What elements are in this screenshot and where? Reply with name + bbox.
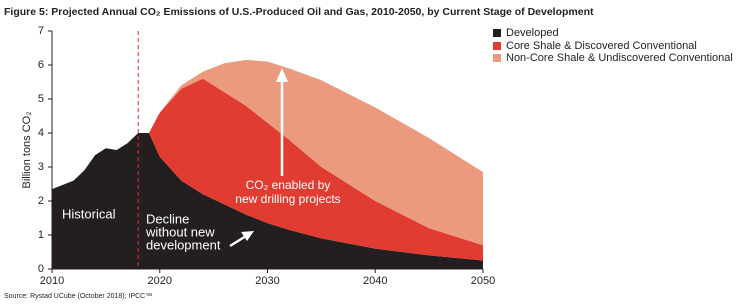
y-tick-label: 1 bbox=[38, 229, 44, 241]
area bbox=[52, 78, 483, 261]
arrow bbox=[229, 68, 288, 248]
legend-label: Non-Core Shale & Undiscovered Convention… bbox=[506, 52, 733, 64]
x-tick-label: 2010 bbox=[40, 275, 64, 287]
area bbox=[52, 133, 483, 269]
plot bbox=[52, 59, 483, 269]
legend-swatch bbox=[493, 29, 501, 37]
area bbox=[52, 59, 483, 246]
x-tick-label: 2040 bbox=[363, 275, 387, 287]
y-tick-label: 3 bbox=[38, 161, 44, 173]
x-tick-label: 2030 bbox=[255, 275, 279, 287]
annotation: development bbox=[146, 237, 221, 252]
annotation: Decline bbox=[146, 211, 189, 226]
annotation: Historical bbox=[62, 206, 116, 221]
x-tick-label: 2050 bbox=[471, 275, 495, 287]
legend-label: Developed bbox=[506, 27, 559, 39]
chart-title: Figure 5: Projected Annual CO₂ Emissions… bbox=[4, 6, 594, 18]
y-tick-label: 4 bbox=[38, 127, 44, 139]
x-tick-label: 2020 bbox=[148, 275, 172, 287]
annotation: CO₂ enabled by bbox=[246, 178, 331, 192]
y-tick-label: 7 bbox=[38, 25, 44, 37]
y-axis-label: Billion tons CO₂ bbox=[21, 111, 33, 188]
legend-label: Core Shale & Discovered Conventional bbox=[506, 40, 697, 52]
annotation: new drilling projects bbox=[235, 192, 340, 206]
legend-swatch bbox=[493, 54, 501, 62]
source: Source: Rystad UCube (October 2018); IPC… bbox=[4, 293, 152, 300]
y-tick-label: 5 bbox=[38, 93, 44, 105]
legend-swatch bbox=[493, 42, 501, 50]
y-tick-label: 2 bbox=[38, 195, 44, 207]
annotation: without new bbox=[145, 224, 215, 239]
y-tick-label: 6 bbox=[38, 59, 44, 71]
y-tick-label: 0 bbox=[38, 263, 44, 275]
